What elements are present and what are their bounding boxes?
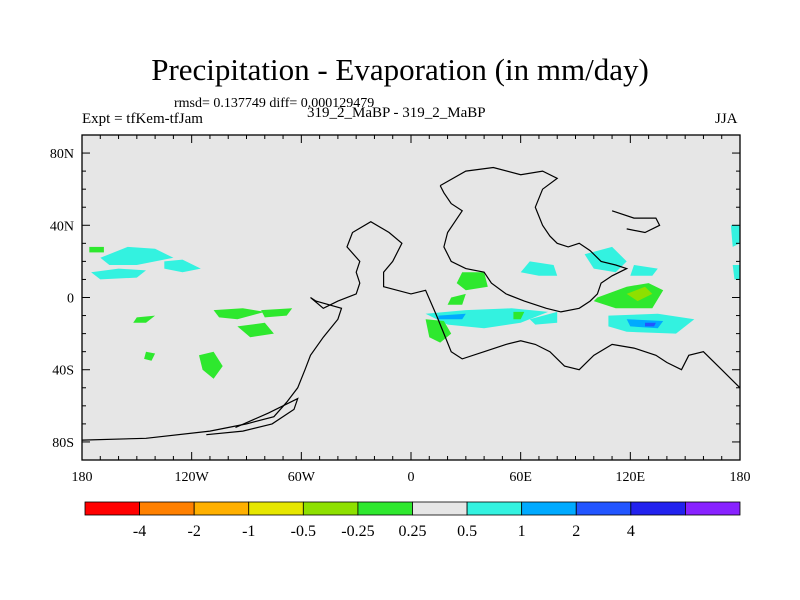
x-tick-label: 0 xyxy=(408,470,415,485)
contour-region xyxy=(529,311,558,325)
colorbar-label: -2 xyxy=(188,523,201,540)
contour-region xyxy=(144,351,156,361)
contour-region xyxy=(133,315,156,323)
cases-label: 319_2_MaBP - 319_2_MaBP xyxy=(307,105,486,121)
x-tick-label: 180 xyxy=(730,470,751,485)
contour-region xyxy=(164,259,201,273)
x-tick-label: 60E xyxy=(509,470,532,485)
contour-region xyxy=(626,286,653,302)
colorbar-segment xyxy=(84,501,140,516)
y-tick-label: 40S xyxy=(52,364,74,379)
contour-region xyxy=(100,246,174,265)
contour-region xyxy=(732,265,740,280)
colorbar-segment xyxy=(412,501,468,516)
contour-region xyxy=(645,322,656,327)
coastline xyxy=(206,397,299,436)
colorbar-segment xyxy=(630,501,686,516)
contour-region xyxy=(199,351,223,379)
colorbar-label: -0.25 xyxy=(341,523,374,540)
experiment-label: Expt = tfKem-tfJam xyxy=(82,111,203,127)
colorbar-segment xyxy=(521,501,577,516)
colorbar-segment xyxy=(357,501,413,516)
coastline xyxy=(82,221,740,441)
contour-region xyxy=(730,225,740,247)
colorbar-label: 2 xyxy=(572,523,580,540)
y-tick-label: 80S xyxy=(52,436,74,451)
colorbar-label: 4 xyxy=(627,523,635,540)
contour-region xyxy=(237,322,274,338)
contour-region xyxy=(513,311,525,320)
y-tick-label: 0 xyxy=(67,292,74,307)
colorbar-label: 1 xyxy=(518,523,526,540)
contour-region xyxy=(456,272,488,291)
season-label: JJA xyxy=(715,111,738,127)
colorbar-segment xyxy=(193,501,250,516)
x-tick-label: 60W xyxy=(288,470,316,485)
colorbar-segment xyxy=(685,501,741,516)
contour-region xyxy=(89,246,104,253)
contour-region xyxy=(447,293,466,305)
contour-region xyxy=(584,246,627,273)
colorbar-label: -1 xyxy=(242,523,255,540)
contour-region xyxy=(213,308,265,320)
contour-region xyxy=(630,265,658,276)
contour-region xyxy=(438,313,466,320)
colorbar-segment xyxy=(248,501,304,516)
x-tick-label: 120W xyxy=(175,470,210,485)
plot-title: Precipitation - Evaporation (in mm/day) xyxy=(151,52,649,87)
colorbar-label: -0.5 xyxy=(291,523,316,540)
x-tick-label: 120E xyxy=(616,470,646,485)
colorbar-label: -4 xyxy=(133,523,146,540)
contour-region xyxy=(91,268,146,280)
colorbar-label: 0.5 xyxy=(457,523,477,540)
contour-region xyxy=(520,261,558,276)
colorbar-segment xyxy=(139,501,195,516)
x-tick-label: 180 xyxy=(72,470,93,485)
colorbar-segment xyxy=(575,501,632,516)
y-tick-label: 80N xyxy=(50,147,74,162)
colorbar-label: 0.25 xyxy=(399,523,427,540)
coastline xyxy=(439,166,629,313)
stats-label: rmsd= 0.137749 diff= 0.000129479 xyxy=(174,96,375,111)
colorbar-segment xyxy=(466,501,523,516)
coastline xyxy=(611,210,661,234)
y-tick-label: 40N xyxy=(50,219,74,234)
contour-region xyxy=(261,308,293,318)
colorbar-segment xyxy=(302,501,359,516)
